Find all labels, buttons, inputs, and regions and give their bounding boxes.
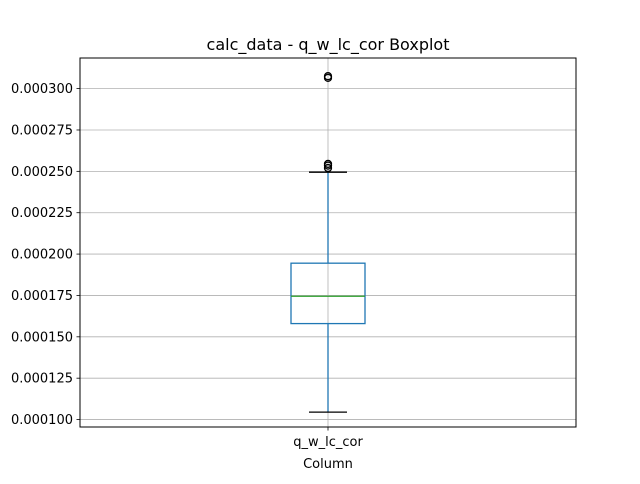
x-tick-label: q_w_lc_cor: [293, 435, 363, 450]
outlier-point: [323, 159, 333, 169]
y-tick-label: 0.000150: [11, 330, 73, 345]
y-tick-label: 0.000175: [11, 289, 73, 304]
y-tick-label: 0.000125: [11, 372, 73, 387]
axes-frame: [79, 57, 577, 428]
y-tick-label: 0.000275: [11, 123, 73, 138]
outlier-point: [323, 163, 333, 173]
y-tick-label: 0.000225: [11, 206, 73, 221]
y-tick-label: 0.000300: [11, 82, 73, 97]
outlier-point: [323, 72, 333, 81]
box-layer: [290, 72, 366, 413]
y-tick-label: 0.000100: [11, 413, 73, 428]
iqr-box: [290, 262, 366, 325]
y-tick-label: 0.000250: [11, 165, 73, 180]
y-tick-label: 0.000200: [11, 248, 73, 263]
axes: 0.000100 0.000125 0.000150 0.000175 0.000200…: [11, 57, 577, 450]
x-axis-label: Column: [303, 457, 353, 472]
chart-title: calc_data - q_w_lc_cor Boxplot: [207, 35, 450, 55]
